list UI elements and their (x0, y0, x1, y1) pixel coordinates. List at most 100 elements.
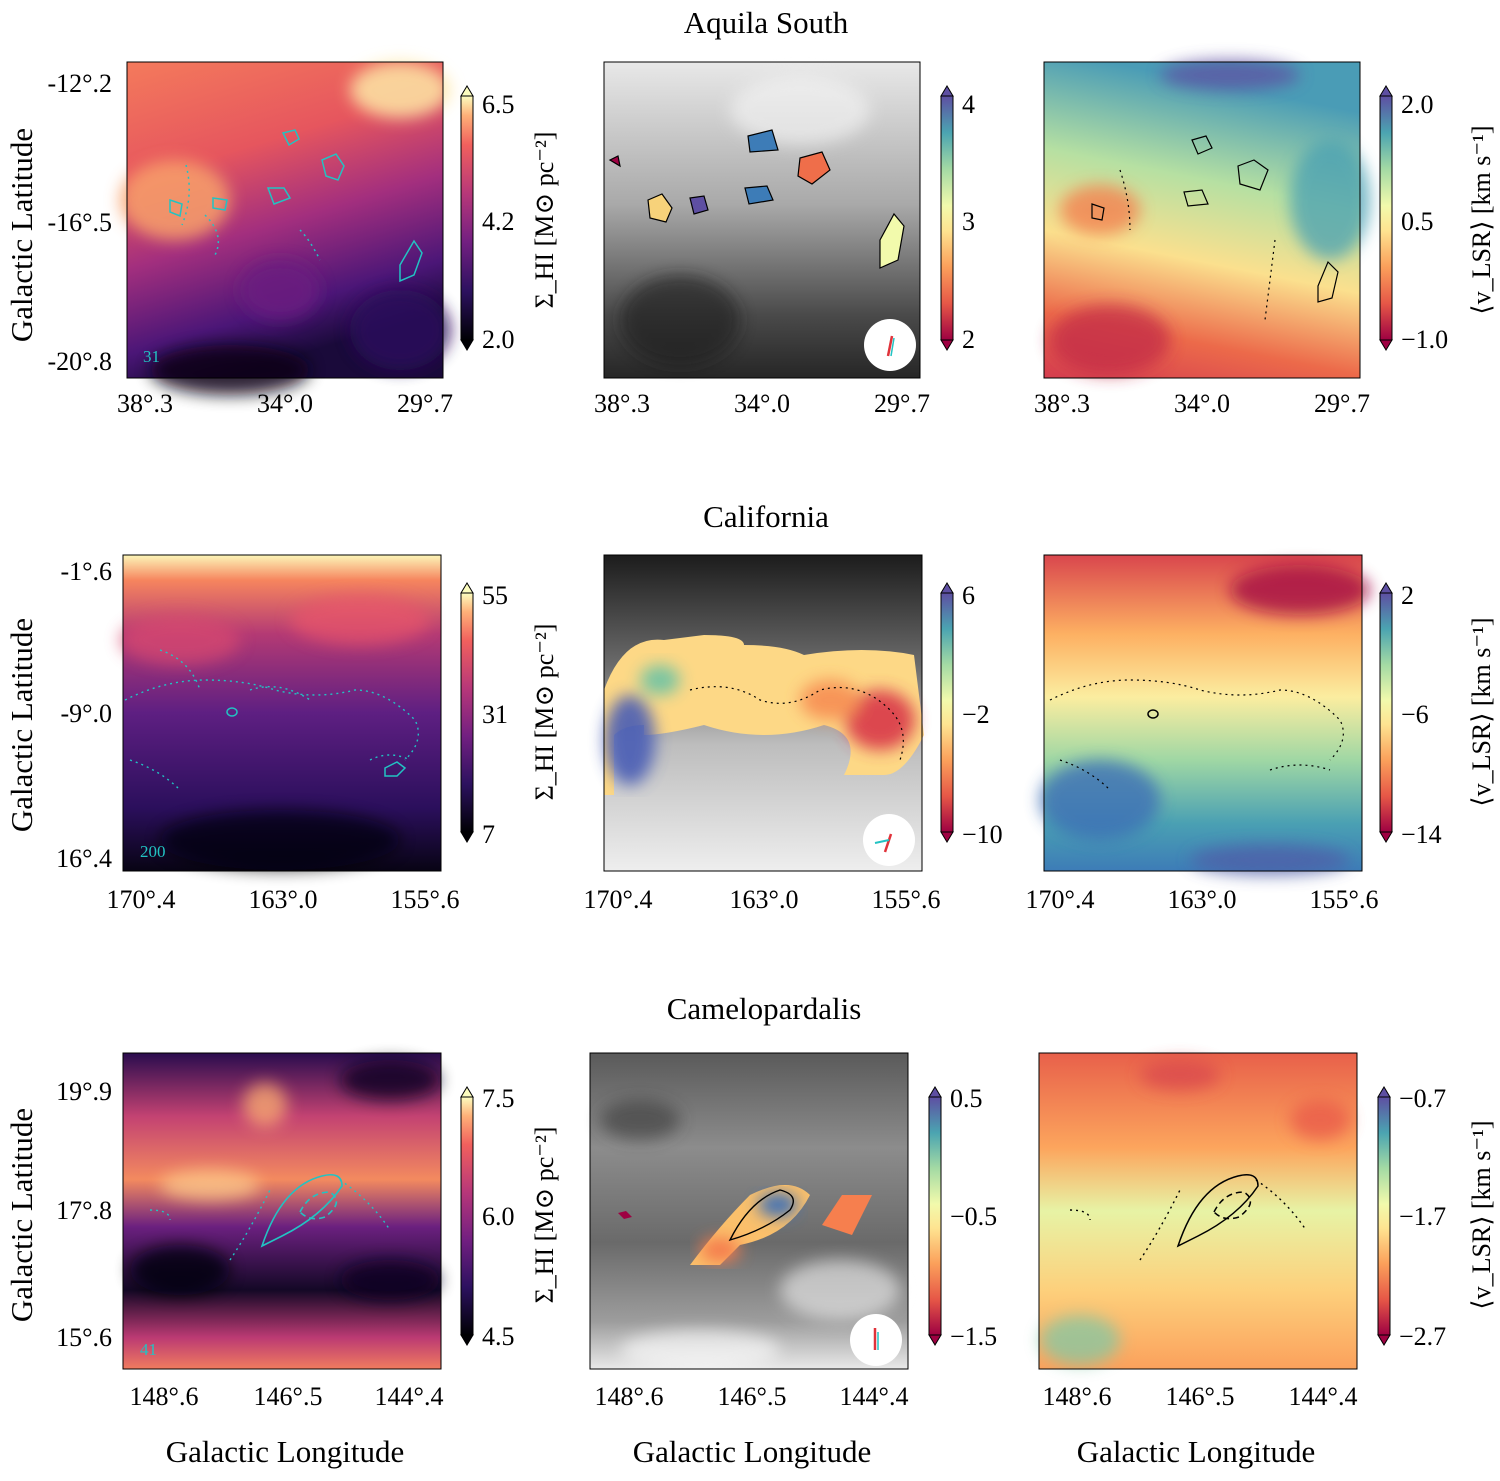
aquila-p3-xtick-3: 29°.7 (1314, 389, 1370, 418)
california-gradient-frame (603, 554, 923, 872)
california-gradient-overlay (604, 635, 924, 795)
california-density-frame (122, 554, 442, 872)
aquila-density-tick-2: 4.2 (482, 207, 515, 236)
aquila-corner-label: 31 (143, 347, 160, 366)
aquila-density-tick-3: 2.0 (482, 325, 515, 354)
xlabel-left: Galactic Longitude (166, 1434, 404, 1469)
camelopardalis-velocity-frame (1038, 1052, 1358, 1370)
aquila-velocity-frame (1043, 61, 1361, 379)
aquila-p2-xtick-1: 38°.3 (594, 389, 650, 418)
california-p3-xtick-1: 170°.4 (1026, 885, 1095, 914)
camelopardalis-ytick-1: 19°.9 (56, 1077, 112, 1106)
aquila-p1-xtick-2: 34°.0 (257, 389, 313, 418)
california-density-colorbar-label: Σ_HI [M⊙ pc⁻²] (530, 624, 559, 801)
camelopardalis-density-colorbar-label: Σ_HI [M⊙ pc⁻²] (530, 1127, 559, 1304)
row-title-camelopardalis: Camelopardalis (667, 991, 862, 1026)
camelopardalis-velocity-colorbar: −0.7 −1.7 −2.7 ⟨v_LSR⟩ [km s⁻¹] (1377, 1084, 1496, 1351)
aquila-gradient-colorbar: 4 3 2 (940, 85, 975, 354)
camelopardalis-density-tick-2: 6.0 (482, 1202, 515, 1231)
camelopardalis-p3-xtick-2: 146°.5 (1166, 1382, 1235, 1411)
california-corner-label: 200 (140, 842, 166, 861)
california-p2-xtick-2: 163°.0 (730, 885, 799, 914)
camelopardalis-ylabel: Galactic Latitude (4, 1108, 39, 1322)
camelopardalis-corner-label: 41 (140, 1340, 157, 1359)
california-p1-xtick-3: 155°.6 (391, 885, 460, 914)
camelopardalis-gradient-colorbar: 0.5 −0.5 −1.5 (928, 1084, 997, 1351)
california-gradient-colorbar: 6 −2 −10 (940, 581, 1003, 849)
california-gradient-tick-3: −10 (962, 820, 1003, 849)
camelopardalis-density-tick-1: 7.5 (482, 1084, 515, 1113)
california-density-tick-1: 55 (482, 581, 508, 610)
california-mean-velocity-panel (1040, 554, 1370, 875)
aquila-p3-xtick-1: 38°.3 (1034, 389, 1090, 418)
california-velocity-tick-2: −6 (1401, 700, 1429, 729)
camelopardalis-p2-xtick-3: 144°.4 (840, 1382, 909, 1411)
camelopardalis-p1-xtick-3: 144°.4 (375, 1382, 444, 1411)
california-velocity-colorbar: 2 −6 −14 ⟨v_LSR⟩ [km s⁻¹] (1379, 581, 1496, 849)
row-title-aquila-south: Aquila South (684, 5, 849, 40)
camelopardalis-density-frame (122, 1052, 442, 1370)
aquila-gradient-tick-1: 4 (962, 90, 975, 119)
california-density-colorbar: 55 31 7 Σ_HI [M⊙ pc⁻²] (460, 581, 559, 849)
california-surface-density-panel: 200 (120, 554, 442, 872)
aquila-velocity-colorbar-label: ⟨v_LSR⟩ [km s⁻¹] (1467, 125, 1496, 314)
california-p2-xtick-3: 155°.6 (872, 885, 941, 914)
california-vector-arrow (883, 833, 893, 853)
california-ytick-3: 16°.4 (56, 844, 112, 873)
aquila-surface-density-panel: 31 (120, 61, 450, 395)
aquila-ylabel: Galactic Latitude (4, 128, 39, 342)
camelopardalis-p1-xtick-2: 146°.5 (254, 1382, 323, 1411)
xlabel-middle: Galactic Longitude (633, 1434, 871, 1469)
camelopardalis-p2-xtick-2: 146°.5 (718, 1382, 787, 1411)
california-density-tick-3: 7 (482, 820, 495, 849)
aquila-p1-xtick-3: 29°.7 (397, 389, 453, 418)
camelopardalis-velocity-colorbar-label: ⟨v_LSR⟩ [km s⁻¹] (1467, 1120, 1496, 1309)
aquila-p3-xtick-2: 34°.0 (1174, 389, 1230, 418)
california-velocity-colorbar-label: ⟨v_LSR⟩ [km s⁻¹] (1467, 617, 1496, 806)
california-p2-xtick-1: 170°.4 (584, 885, 653, 914)
california-gradient-tick-2: −2 (962, 700, 990, 729)
aquila-p1-xtick-1: 38°.3 (117, 389, 173, 418)
california-velocity-frame (1043, 554, 1363, 872)
california-velocity-tick-3: −14 (1401, 820, 1442, 849)
aquila-ytick-2: -16°.5 (47, 208, 112, 237)
aquila-velocity-tick-3: −1.0 (1401, 325, 1448, 354)
california-p1-xtick-1: 170°.4 (107, 885, 176, 914)
aquila-ytick-3: -20°.8 (47, 347, 112, 376)
aquila-mean-velocity-panel (1043, 60, 1370, 379)
aquila-p2-xtick-3: 29°.7 (874, 389, 930, 418)
camelopardalis-density-tick-3: 4.5 (482, 1322, 515, 1351)
california-velocity-gradient-panel (603, 554, 924, 872)
aquila-gradient-tick-2: 3 (962, 207, 975, 236)
camelopardalis-p2-xtick-1: 148°.6 (595, 1382, 664, 1411)
camelopardalis-gradient-tick-2: −0.5 (950, 1202, 997, 1231)
camelopardalis-p3-xtick-1: 148°.6 (1043, 1382, 1112, 1411)
camelopardalis-p1-xtick-1: 148°.6 (130, 1382, 199, 1411)
california-ytick-1: -1°.6 (60, 557, 112, 586)
aquila-gradient-tick-3: 2 (962, 325, 975, 354)
camelopardalis-density-colorbar: 7.5 6.0 4.5 Σ_HI [M⊙ pc⁻²] (460, 1084, 559, 1351)
california-ytick-2: -9°.0 (60, 699, 112, 728)
camelopardalis-velocity-gradient-panel (589, 1052, 909, 1370)
california-velocity-tick-1: 2 (1401, 581, 1414, 610)
camelopardalis-gradient-tick-3: −1.5 (950, 1322, 997, 1351)
camelopardalis-gradient-tick-1: 0.5 (950, 1084, 983, 1113)
aquila-density-colorbar-label: Σ_HI [M⊙ pc⁻²] (530, 132, 559, 309)
row-title-california: California (703, 499, 829, 534)
aquila-velocity-tick-2: 0.5 (1401, 207, 1434, 236)
aquila-velocity-gradient-panel (603, 61, 921, 379)
aquila-vector-arrow (886, 335, 894, 357)
camelopardalis-velocity-tick-1: −0.7 (1399, 1084, 1446, 1113)
california-density-tick-2: 31 (482, 700, 508, 729)
california-p1-xtick-2: 163°.0 (249, 885, 318, 914)
camelopardalis-mean-velocity-panel (1038, 1052, 1358, 1370)
camelopardalis-surface-density-panel: 41 (122, 1052, 442, 1370)
california-ylabel: Galactic Latitude (4, 618, 39, 832)
aquila-density-frame (126, 61, 444, 379)
aquila-velocity-tick-1: 2.0 (1401, 90, 1434, 119)
xlabel-right: Galactic Longitude (1077, 1434, 1315, 1469)
aquila-gradient-frame (603, 61, 921, 379)
aquila-density-colorbar: 6.5 4.2 2.0 Σ_HI [M⊙ pc⁻²] (460, 85, 559, 354)
camelopardalis-ytick-2: 17°.8 (56, 1196, 112, 1225)
